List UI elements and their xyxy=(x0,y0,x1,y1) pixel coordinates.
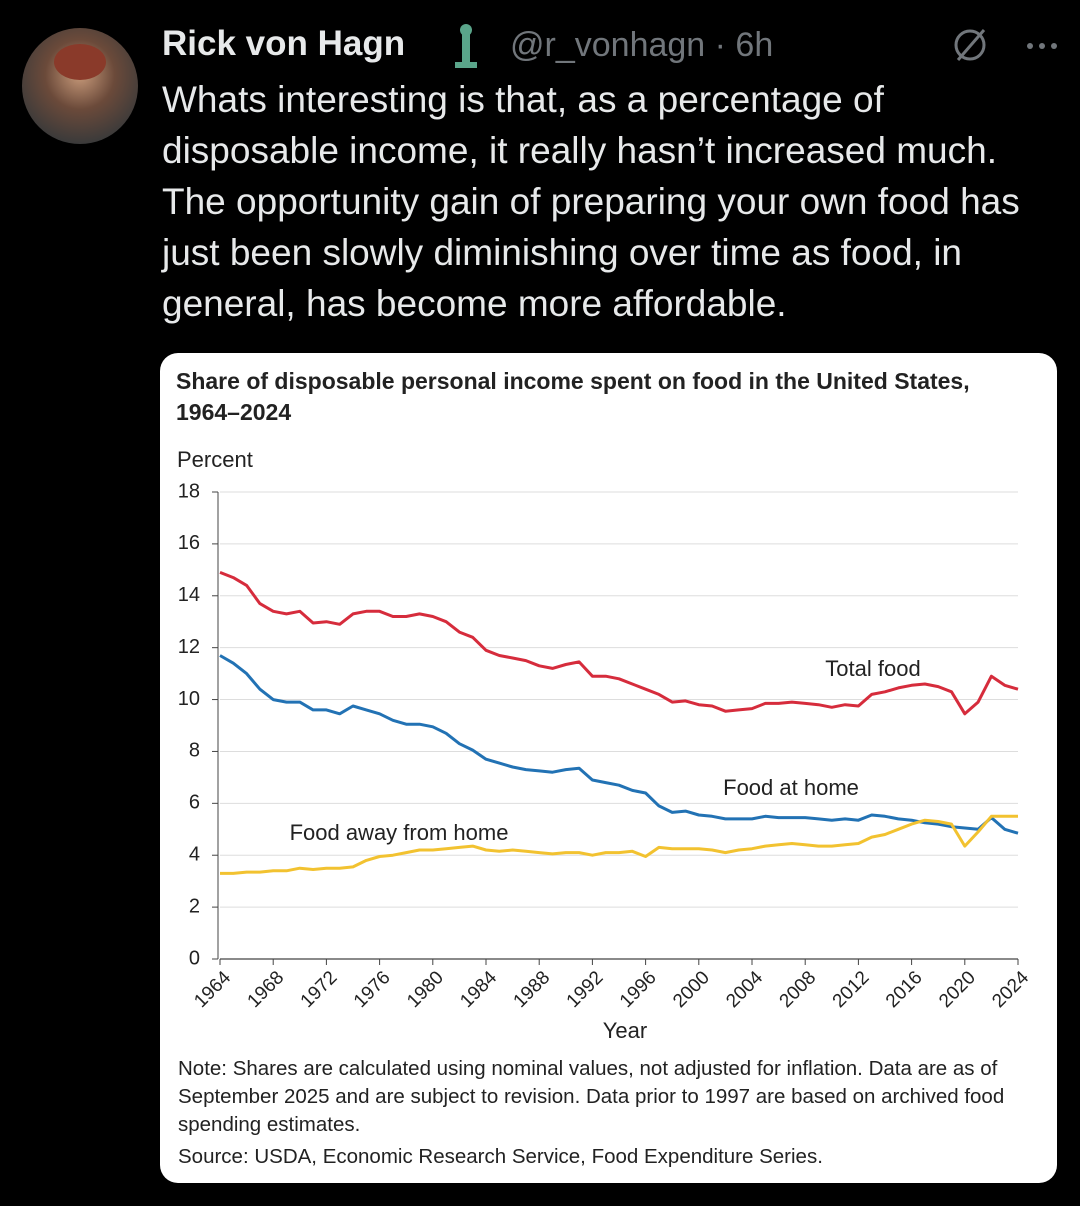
chart-card[interactable] xyxy=(160,353,1057,1183)
verified-icon xyxy=(455,24,477,68)
x-tick-label: 2016 xyxy=(882,967,927,1012)
avatar[interactable] xyxy=(22,28,138,144)
grok-icon[interactable] xyxy=(954,29,986,61)
grok-icon-slash xyxy=(956,29,986,61)
y-tick-label: 14 xyxy=(178,584,200,606)
x-tick-label: 1964 xyxy=(190,967,235,1012)
chart-note: Note: Shares are calculated using nomina… xyxy=(178,1057,1005,1136)
series-label: Food away from home xyxy=(290,820,509,845)
chart-title: Share of disposable personal income spen… xyxy=(176,368,970,425)
x-tick-label: 1980 xyxy=(403,967,448,1012)
x-tick-label: 1972 xyxy=(297,967,342,1012)
x-tick-label: 2024 xyxy=(988,967,1033,1012)
series-line xyxy=(219,654,1019,835)
x-tick-label: 1988 xyxy=(510,967,555,1012)
series-line xyxy=(220,814,1018,875)
x-tick-label: 2008 xyxy=(776,967,821,1012)
chart-source: Source: USDA, Economic Research Service,… xyxy=(178,1145,823,1168)
y-axis-label: Percent xyxy=(177,447,253,472)
y-tick-label: 8 xyxy=(189,740,200,762)
series-line xyxy=(219,571,1019,716)
avatar-hat xyxy=(54,44,106,80)
x-tick-label: 1968 xyxy=(244,967,289,1012)
y-tick-label: 6 xyxy=(189,792,200,814)
x-tick-label: 2000 xyxy=(669,967,714,1012)
time[interactable]: 6h xyxy=(735,26,774,64)
y-tick-label: 4 xyxy=(189,844,200,866)
author-name[interactable]: Rick von Hagn xyxy=(162,24,406,63)
x-tick-label: 1992 xyxy=(563,967,608,1012)
handle[interactable]: @r_vonhagn xyxy=(510,26,706,64)
x-tick-label: 1976 xyxy=(350,967,395,1012)
x-tick-label: 2012 xyxy=(829,967,874,1012)
x-axis-label: Year xyxy=(603,1018,647,1043)
y-tick-label: 10 xyxy=(178,688,200,710)
tweet-text: Whats interesting is that, as a percenta… xyxy=(162,79,1020,324)
x-tick-label: 1996 xyxy=(616,967,661,1012)
x-tick-label: 2020 xyxy=(935,967,980,1012)
y-tick-label: 18 xyxy=(178,480,200,502)
series-label: Food at home xyxy=(723,775,859,800)
y-tick-label: 16 xyxy=(178,532,200,554)
y-tick-label: 2 xyxy=(189,895,200,917)
meta: @r_vonhagn · 6h xyxy=(510,26,774,64)
x-tick-label: 2004 xyxy=(722,967,767,1012)
y-tick-label: 0 xyxy=(189,947,200,969)
y-tick-label: 12 xyxy=(178,636,200,658)
series-label: Total food xyxy=(825,656,920,681)
x-tick-label: 1984 xyxy=(456,967,501,1012)
more-icon[interactable] xyxy=(1027,43,1057,49)
